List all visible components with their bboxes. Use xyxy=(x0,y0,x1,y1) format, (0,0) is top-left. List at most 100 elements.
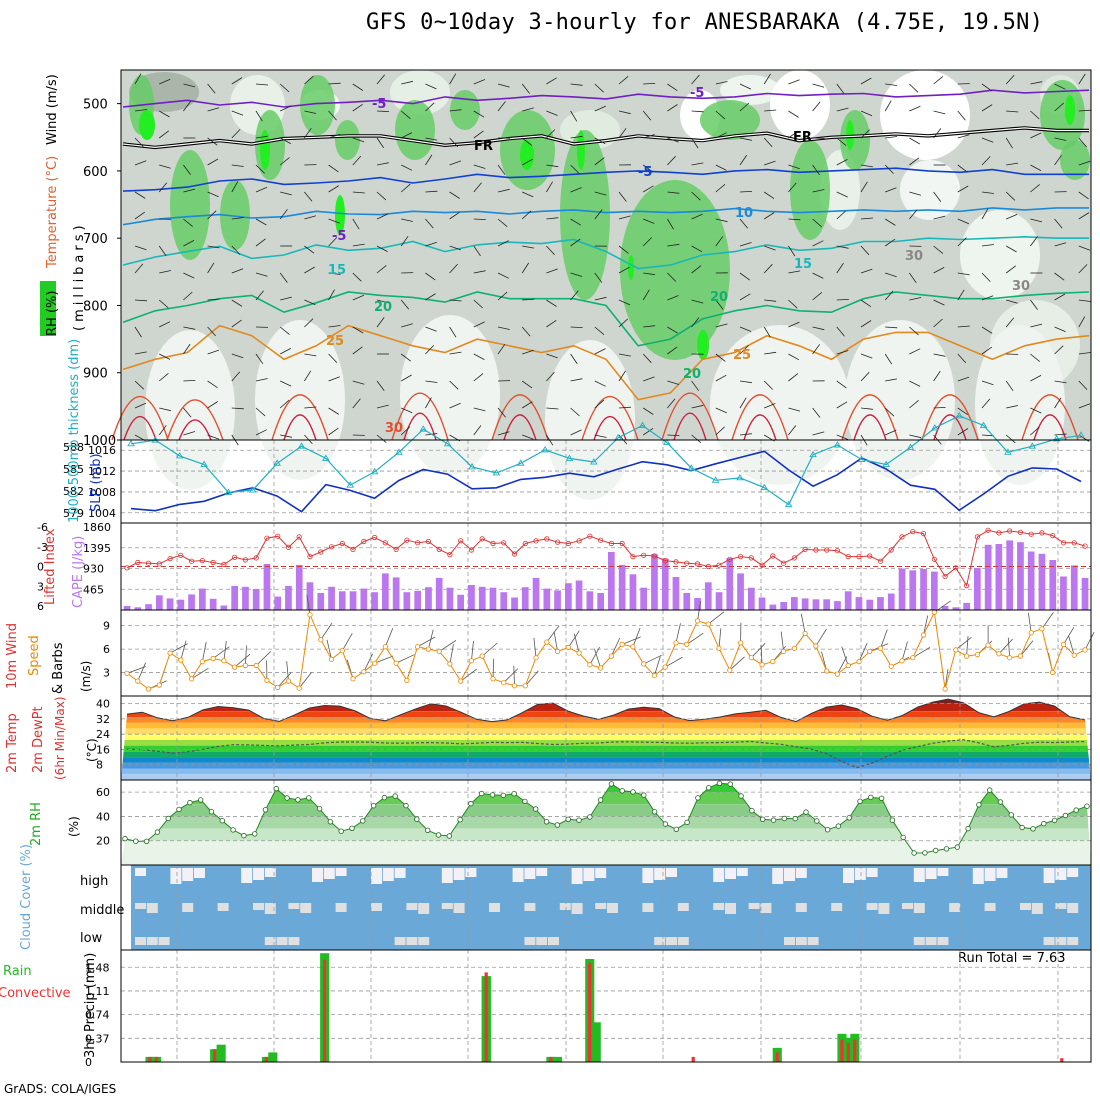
rh-point xyxy=(922,850,928,856)
wind10-point xyxy=(533,655,539,661)
wind-barb xyxy=(1078,160,1091,166)
cape-bar xyxy=(909,570,917,610)
rh-point xyxy=(306,795,312,801)
wind-barb xyxy=(352,294,364,301)
temp-line xyxy=(126,698,1086,723)
wind-barb xyxy=(425,397,432,409)
cloud-mid-cell xyxy=(713,903,725,910)
cape-bar xyxy=(328,586,335,610)
wind-barb xyxy=(788,110,799,118)
contour-label: 20 xyxy=(374,300,392,315)
wind-barb xyxy=(183,272,195,279)
rh-point xyxy=(230,827,236,833)
cape-bar xyxy=(984,544,992,610)
wind-barb xyxy=(328,407,340,415)
li-point xyxy=(382,540,388,546)
cape-bar xyxy=(791,597,798,610)
li-point xyxy=(587,533,593,539)
precip-axis-title: 3hr Precip (mm) xyxy=(83,953,98,1058)
li-point xyxy=(705,563,711,570)
wind-barb xyxy=(909,348,921,355)
isotherm-30 xyxy=(661,392,719,441)
wind-barb xyxy=(158,182,168,193)
li-point xyxy=(974,534,981,540)
wind-barb xyxy=(667,155,676,166)
rh-point xyxy=(857,798,863,804)
wind-barb xyxy=(1054,397,1062,409)
wind-barb xyxy=(449,263,458,274)
li-point xyxy=(576,538,582,544)
wind-barb xyxy=(328,185,340,193)
wind-barb xyxy=(1078,352,1091,355)
wind-barb xyxy=(763,191,775,200)
wind-barb xyxy=(691,380,700,391)
wind10-barb xyxy=(718,628,722,649)
temp-tick-label: 16 xyxy=(96,743,110,756)
wind-barb xyxy=(207,380,218,389)
cape-bar xyxy=(478,586,486,610)
li-point xyxy=(253,555,259,561)
rh-point xyxy=(219,818,225,824)
cape-bar xyxy=(468,585,475,610)
wind-barb xyxy=(134,326,142,338)
rh-point xyxy=(543,819,550,825)
li-point xyxy=(468,547,474,553)
wind10-barb xyxy=(513,665,515,686)
cloud-mid-cell xyxy=(1031,903,1043,914)
wind-barb xyxy=(812,272,824,279)
pressure-tick-label: 900 xyxy=(83,367,108,382)
wind-barb xyxy=(788,407,801,412)
wind-barb xyxy=(618,318,629,328)
li-point xyxy=(414,540,421,546)
cape-bar xyxy=(188,594,195,610)
cape-bar xyxy=(586,591,594,610)
wind-barb xyxy=(401,80,413,85)
wind-barb xyxy=(642,164,654,173)
wind-barb xyxy=(279,272,288,283)
wind-barb xyxy=(957,272,970,276)
wind-barb xyxy=(1030,353,1040,362)
pressure-tick-label: 1000 xyxy=(83,434,116,449)
cape-tick-label: 465 xyxy=(83,583,104,596)
li-point xyxy=(307,553,313,560)
wind10-barb xyxy=(277,672,292,688)
wind10-point xyxy=(920,632,927,638)
wind-barb xyxy=(183,218,193,227)
isotherm-line xyxy=(122,291,1090,347)
wind-barb xyxy=(255,218,267,226)
precip-total-bar xyxy=(216,1044,226,1062)
contour-label: -5 xyxy=(690,86,704,101)
cloud-high-cell xyxy=(843,868,854,883)
cloud-mid-cell xyxy=(795,903,807,912)
li-point xyxy=(1071,540,1077,546)
wind-barb xyxy=(594,157,605,166)
wind-barb xyxy=(691,162,704,166)
wind-barb xyxy=(739,218,749,229)
cape-bar xyxy=(446,587,454,610)
wind-barb xyxy=(231,319,242,328)
rh-point xyxy=(435,832,442,838)
wind10-point xyxy=(705,621,711,627)
dewpt-title: 2m DewPt xyxy=(31,706,46,773)
wind-barb xyxy=(933,267,945,274)
precip-legend-total: Total / Rain xyxy=(0,964,32,979)
thickness-point xyxy=(468,463,476,470)
wind-barb xyxy=(667,191,680,194)
thickness-point xyxy=(565,454,574,461)
wind10-point xyxy=(791,645,798,651)
cape-bar xyxy=(489,587,497,610)
wind10-barb xyxy=(395,654,415,664)
li-point xyxy=(264,535,270,541)
isotherm-35 xyxy=(1033,414,1067,441)
wind-barb xyxy=(981,83,993,92)
thickness-point xyxy=(833,441,842,448)
cape-bar xyxy=(823,599,830,610)
rh-point xyxy=(954,844,960,850)
cape-bar xyxy=(704,582,712,610)
rh-point xyxy=(803,809,809,815)
wind-barb xyxy=(207,349,220,355)
rh-green-patch xyxy=(560,130,610,300)
panels: -5-5FRFR-51015202025253015-5203030500600… xyxy=(0,69,1095,1069)
wind10-point xyxy=(608,653,615,659)
rh-point xyxy=(284,795,290,801)
